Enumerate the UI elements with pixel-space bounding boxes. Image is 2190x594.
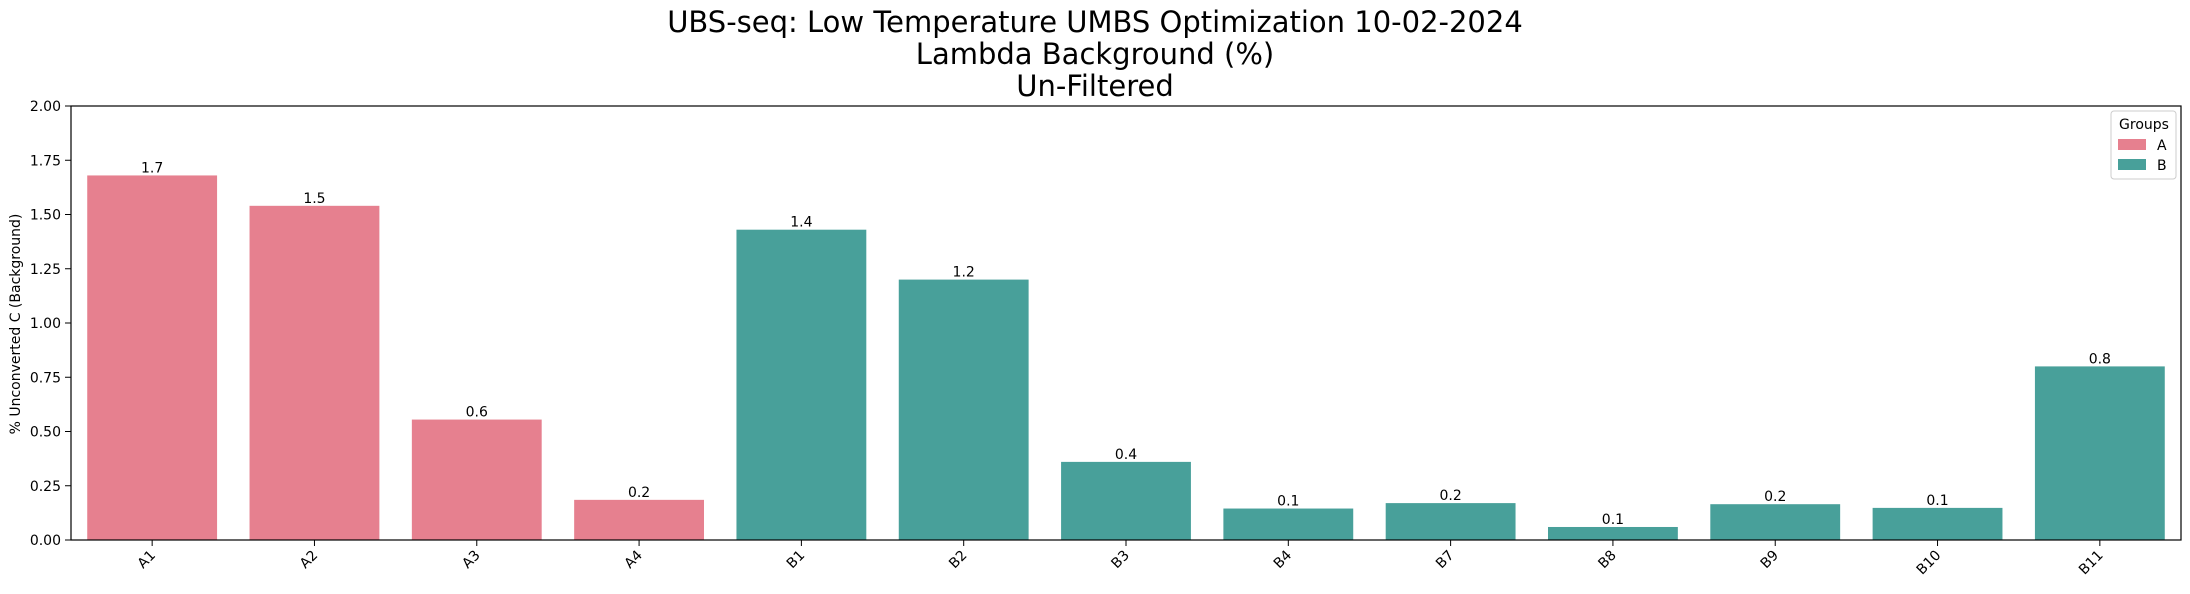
x-tick-label-b1: B1 <box>784 548 808 572</box>
bars-group <box>87 175 2165 540</box>
y-axis: 0.00 0.25 0.50 0.75 1.00 1.25 1.50 1.75 2.00 <box>30 99 71 549</box>
bar-a2 <box>249 205 380 540</box>
chart-title: UBS-seq: Low Temperature UMBS Optimizati… <box>667 5 1523 103</box>
data-label-b10: 0.1 <box>1926 493 1948 509</box>
x-tick-label-a4: A4 <box>622 547 646 571</box>
bar-b3 <box>1061 461 1191 540</box>
x-tick-label-b3: B3 <box>1108 548 1132 572</box>
y-tick-label: 1.75 <box>30 153 61 169</box>
bar-a3 <box>411 419 542 540</box>
legend-swatch-a <box>2118 139 2146 150</box>
y-tick-label: 0.25 <box>30 479 61 495</box>
bar-b7 <box>1385 503 1516 540</box>
bar-b1 <box>736 229 867 540</box>
data-label-b11: 0.8 <box>2089 351 2111 367</box>
bar-b4 <box>1223 508 1354 540</box>
bar-a4 <box>574 499 704 540</box>
x-axis: A1 A2 A3 A4 B1 B2 B3 B4 B7 B8 B9 B10 B11 <box>135 540 2107 578</box>
y-tick-label: 2.00 <box>30 99 61 115</box>
data-label-b9: 0.2 <box>1764 489 1786 505</box>
bar-b10 <box>1872 507 2003 540</box>
x-tick-label-b11: B11 <box>2076 548 2107 579</box>
bar-b11 <box>2034 366 2165 540</box>
x-tick-label-a1: A1 <box>135 548 159 572</box>
x-tick-label-b10: B10 <box>1914 548 1945 579</box>
y-tick-label: 0.50 <box>30 425 61 441</box>
y-tick-label: 1.50 <box>30 208 61 224</box>
data-label-b1: 1.4 <box>790 215 812 231</box>
y-tick-label: 0.75 <box>30 370 61 386</box>
data-label-a4: 0.2 <box>628 485 650 501</box>
x-tick-label-b2: B2 <box>946 548 970 572</box>
legend-title: Groups <box>2119 117 2169 133</box>
data-label-b8: 0.1 <box>1602 512 1624 528</box>
y-tick-label: 0.00 <box>30 533 61 549</box>
legend-label-a: A <box>2157 138 2167 154</box>
data-label-a3: 0.6 <box>466 405 488 421</box>
data-label-b7: 0.2 <box>1439 488 1461 504</box>
legend-swatch-b <box>2118 159 2146 170</box>
data-label-a2: 1.5 <box>303 191 325 207</box>
data-label-a1: 1.7 <box>141 160 163 176</box>
data-label-b4: 0.1 <box>1277 494 1299 510</box>
data-labels-group: 1.7 1.5 0.6 0.2 1.4 1.2 0.4 0.1 0.2 0.1 0.2 0.1 0.8 <box>141 160 2111 528</box>
x-tick-label-b7: B7 <box>1433 548 1457 572</box>
legend: Groups A B <box>2110 110 2177 180</box>
y-tick-label: 1.00 <box>30 316 61 332</box>
y-tick-label: 1.25 <box>30 262 61 278</box>
chart-title-line-2: Lambda Background (%) <box>916 37 1274 71</box>
legend-label-b: B <box>2157 158 2167 174</box>
y-axis-label: % Unconverted C (Background) <box>8 214 24 435</box>
plot-area-frame <box>70 105 2182 541</box>
x-tick-label-a2: A2 <box>297 548 321 572</box>
bar-b8 <box>1548 526 1678 540</box>
x-tick-label-b8: B8 <box>1595 548 1619 572</box>
data-label-b2: 1.2 <box>953 265 975 281</box>
chart-title-line-1: UBS-seq: Low Temperature UMBS Optimizati… <box>667 5 1523 39</box>
bar-b9 <box>1710 504 1841 540</box>
bar-a1 <box>87 175 218 540</box>
x-tick-label-b4: B4 <box>1271 547 1295 571</box>
x-tick-label-a3: A3 <box>459 548 483 572</box>
bar-b2 <box>898 279 1029 540</box>
data-label-b3: 0.4 <box>1115 447 1137 463</box>
x-tick-label-b9: B9 <box>1758 548 1782 572</box>
chart-title-line-3: Un-Filtered <box>1016 69 1174 103</box>
